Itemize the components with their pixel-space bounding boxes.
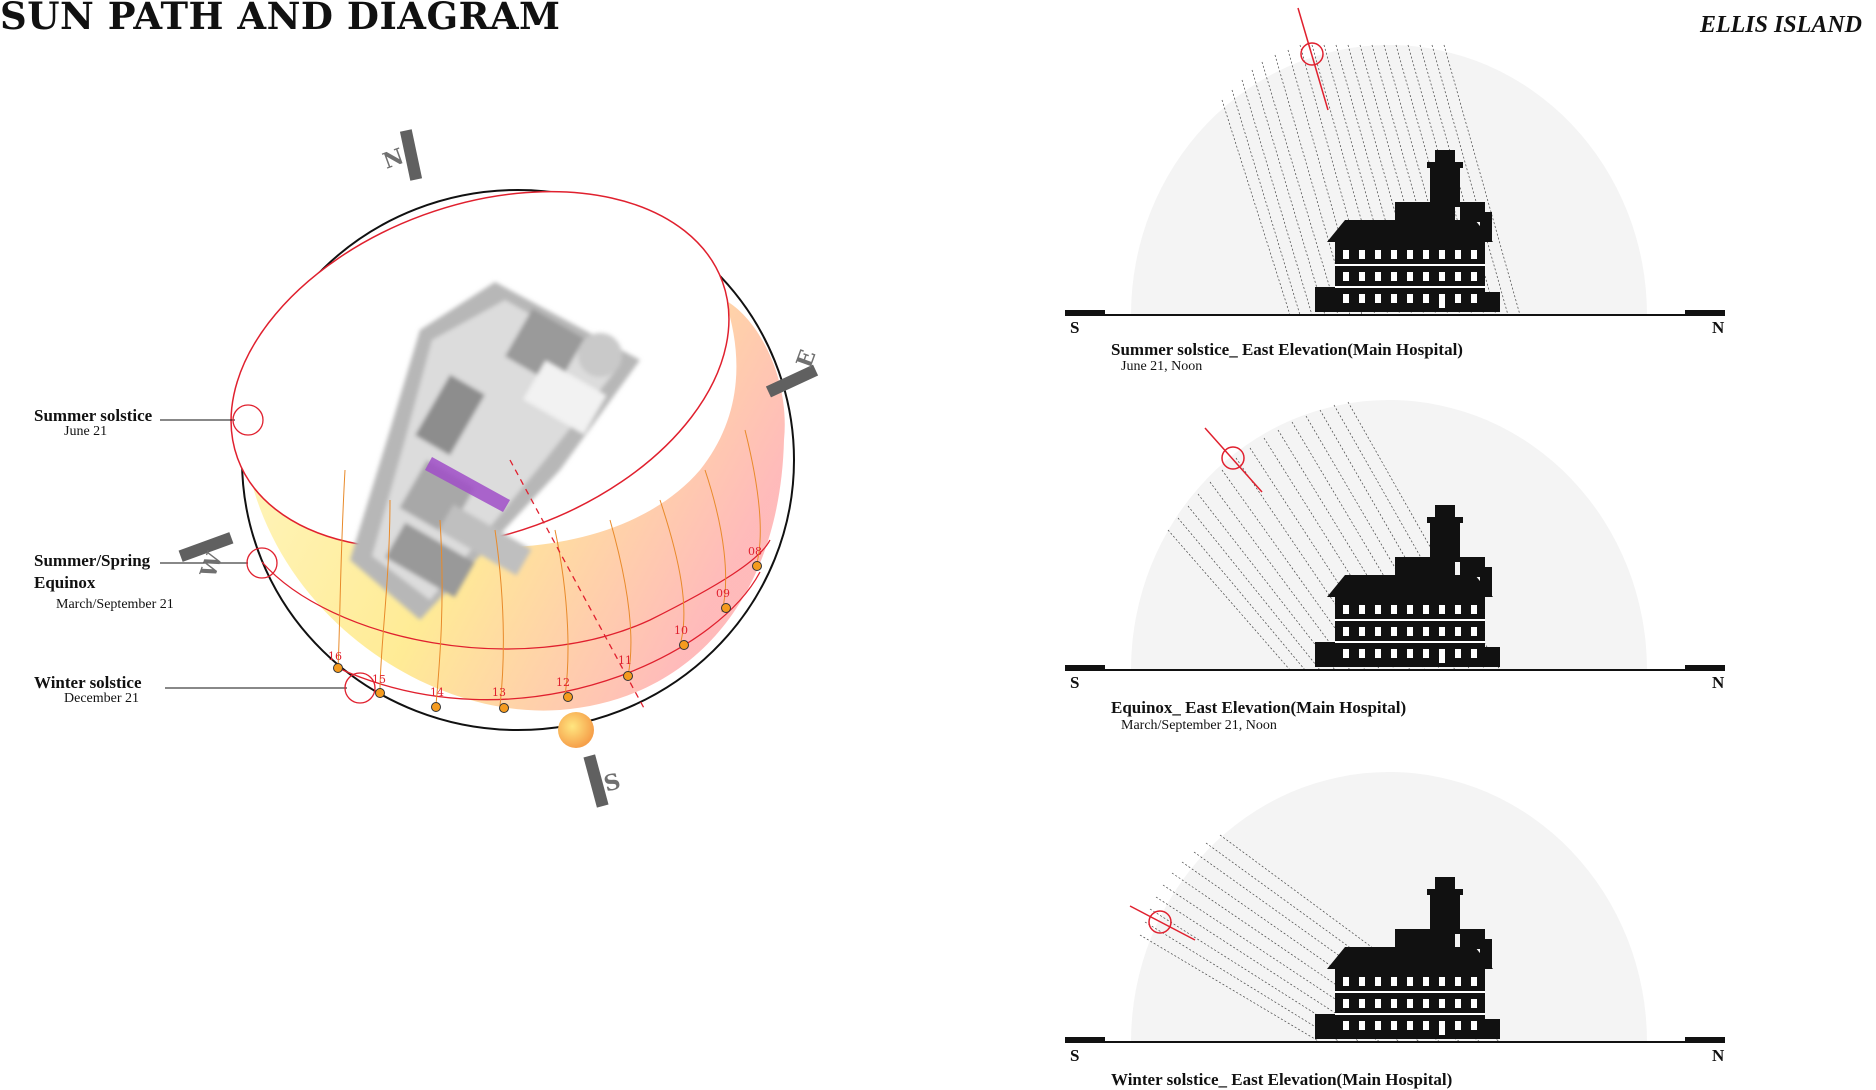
location-title: ELLIS ISLAND — [1699, 12, 1862, 38]
summer-solstice-date: June 21 — [64, 424, 108, 439]
hour-label-13: 13 — [492, 686, 506, 699]
elev1-s: S — [1070, 318, 1080, 337]
compass-s: S — [601, 768, 623, 797]
sun-path-band — [242, 300, 785, 711]
elev2-caption: Equinox_ East Elevation(Main Hospital) — [1111, 698, 1407, 717]
sun-marker-summer — [1300, 42, 1324, 66]
sun-marker-winter — [1148, 910, 1172, 934]
hour-label-16: 16 — [328, 650, 342, 663]
sun-axis-dashed — [509, 459, 646, 711]
sun-icon — [558, 712, 594, 748]
winter-solstice-date: December 21 — [64, 691, 140, 706]
sun-direction-equinox — [1204, 427, 1263, 493]
sun-rays-equinox — [1167, 401, 1501, 671]
hour-label-12: 12 — [556, 676, 570, 689]
elev3-caption: Winter solstice_ East Elevation(Main Hos… — [1111, 1070, 1453, 1089]
elevation-equinox — [1065, 400, 1725, 671]
compass-bars — [178, 129, 819, 808]
elev3-n: N — [1712, 1046, 1725, 1065]
main-hospital-highlight — [425, 457, 510, 512]
sun-direction-summer — [1297, 7, 1329, 111]
winter-solstice-label: Winter solstice — [34, 673, 142, 692]
hour-label-10: 10 — [674, 624, 688, 637]
sun-direction-winter — [1129, 905, 1196, 941]
elev3-s: S — [1070, 1046, 1080, 1065]
elev2-date: March/September 21, Noon — [1121, 718, 1277, 733]
hour-markers — [333, 561, 762, 713]
hour-meridians — [337, 429, 761, 707]
elevation-winter — [1065, 772, 1725, 1043]
equinox-date: March/September 21 — [56, 597, 174, 612]
hour-label-09: 09 — [716, 587, 730, 600]
elev2-s: S — [1070, 673, 1080, 692]
label-circles — [232, 404, 376, 704]
hour-labels: 16 15 14 13 12 11 10 09 08 — [328, 545, 762, 699]
site-plan-image — [350, 282, 640, 620]
equinox-path — [261, 539, 771, 650]
elev1-caption: Summer solstice_ East Elevation(Main Hos… — [1111, 340, 1463, 359]
elev1-date: June 21, Noon — [1121, 359, 1203, 374]
elevation-summer — [1065, 7, 1725, 316]
sun-marker-equinox — [1221, 446, 1245, 470]
hour-label-08: 08 — [748, 545, 762, 558]
hour-label-14: 14 — [430, 686, 444, 699]
summer-solstice-label: Summer solstice — [34, 406, 153, 425]
hour-label-11: 11 — [618, 654, 632, 667]
elev2-n: N — [1712, 673, 1725, 692]
page-title: SUN PATH AND DIAGRAM — [0, 0, 561, 38]
hour-label-15: 15 — [372, 673, 386, 686]
equinox-label: Summer/Spring Equinox — [34, 551, 151, 592]
label-leaders — [160, 419, 347, 689]
elev1-n: N — [1712, 318, 1725, 337]
